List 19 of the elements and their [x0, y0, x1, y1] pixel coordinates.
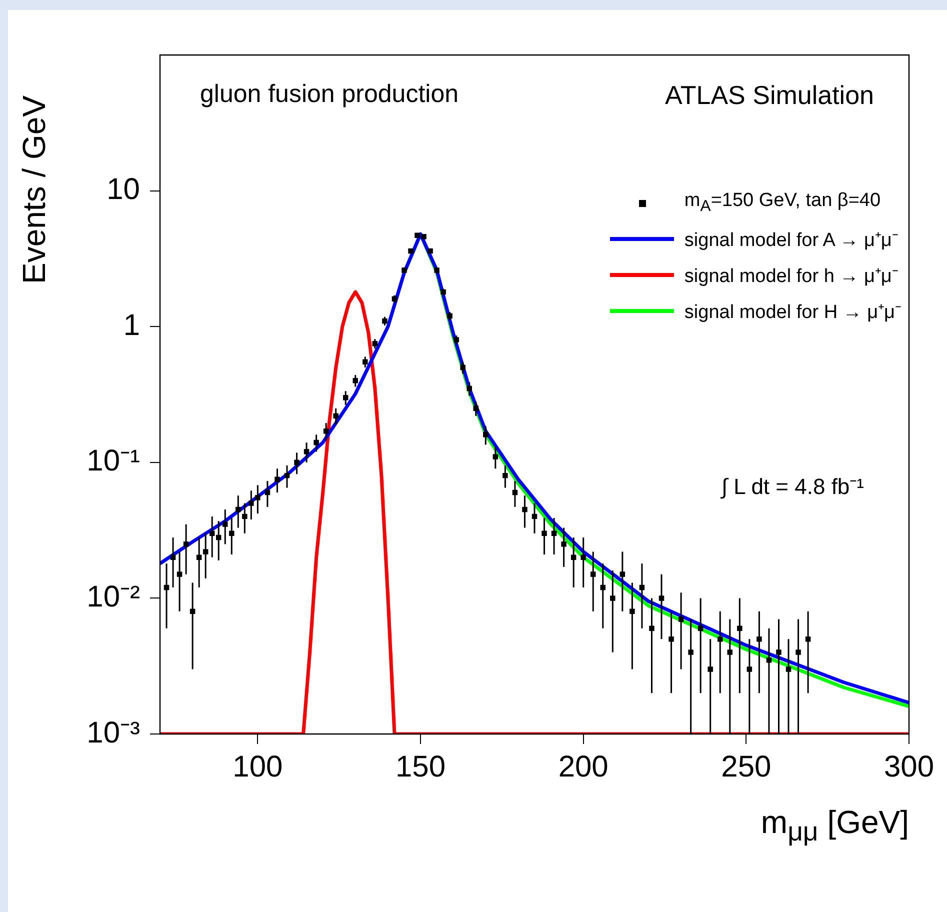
x-tick-label: 250: [721, 750, 772, 784]
legend-label: signal model for A → μ⁺μ⁻: [684, 229, 898, 252]
y-axis-title: Events / GeV: [16, 95, 53, 284]
annotation: gluon fusion production: [200, 80, 459, 109]
annotation: ∫ L dt = 4.8 fb⁻¹: [722, 473, 864, 500]
x-tick-label: 100: [232, 750, 283, 784]
legend-label: signal model for H → μ⁺μ⁻: [684, 301, 901, 324]
y-tick-label: 10⁻³: [86, 716, 140, 750]
legend-label: m$_{A}$=150 GeV, tan β=40: [684, 190, 881, 216]
x-tick-label: 200: [558, 750, 608, 784]
x-tick-label: 300: [884, 750, 934, 784]
y-tick-label: 10: [106, 173, 140, 206]
x-axis-title: m$_{μμ}$ [GeV]: [760, 804, 909, 848]
legend-label: signal model for h → μ⁺μ⁻: [684, 265, 898, 288]
y-tick-label: 10⁻²: [86, 580, 140, 614]
x-tick-label: 150: [395, 750, 446, 784]
y-tick-label: 10⁻¹: [86, 444, 140, 478]
y-tick-label: 1: [123, 308, 140, 342]
annotation: ATLAS Simulation: [664, 80, 874, 111]
